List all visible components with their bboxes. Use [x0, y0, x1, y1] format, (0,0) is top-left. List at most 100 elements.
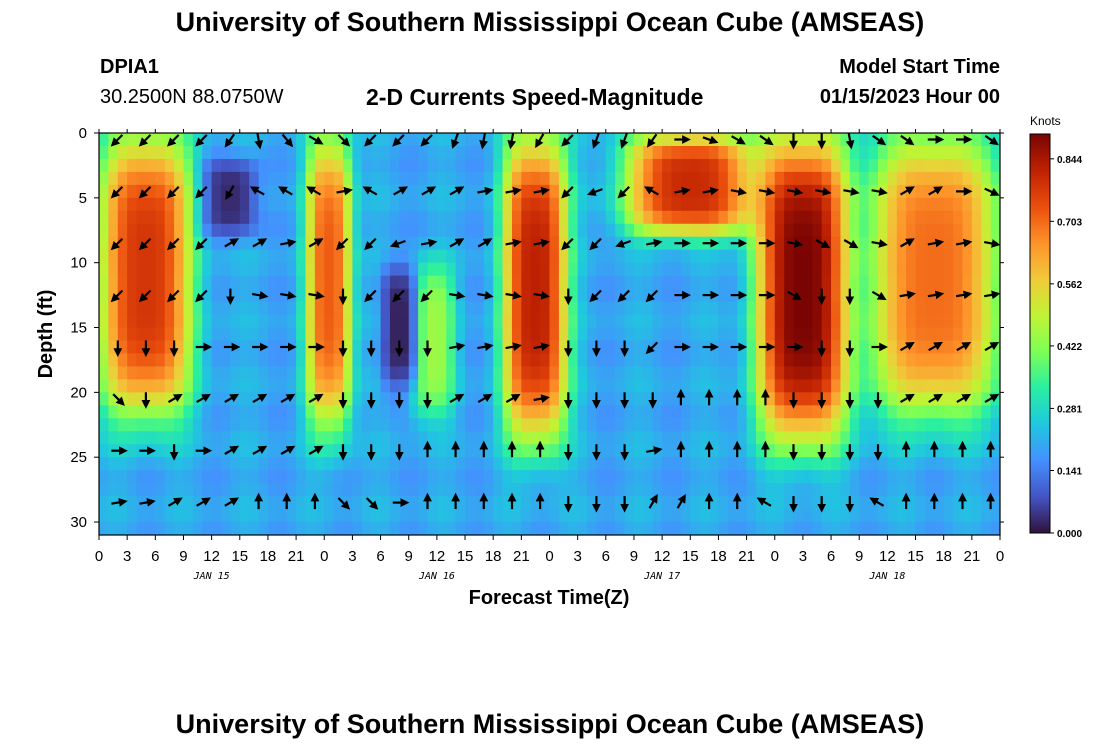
heatmap-cell [511, 379, 522, 393]
heatmap-cell [267, 392, 278, 406]
heatmap-cell [981, 145, 992, 160]
heatmap-cell [127, 197, 138, 212]
current-vector-arrow [843, 187, 860, 196]
heatmap-cell [549, 197, 560, 212]
heatmap-cell [859, 184, 870, 199]
heatmap-cell [221, 353, 231, 368]
heatmap-cell [540, 418, 551, 432]
heatmap-cell [549, 353, 560, 368]
heatmap-cell [699, 496, 710, 510]
heatmap-cell [624, 314, 635, 329]
heatmap-cell [389, 457, 400, 471]
heatmap-cell [145, 431, 156, 445]
heatmap-cell [887, 145, 898, 160]
heatmap-cell [943, 483, 954, 497]
heatmap-cell [662, 158, 673, 173]
heatmap-cell [474, 405, 485, 419]
heatmap-cell [136, 197, 147, 212]
heatmap-cell [371, 444, 382, 458]
x-tick-label: 18 [710, 548, 727, 565]
heatmap-cell [737, 522, 748, 535]
heatmap-cell [577, 405, 588, 419]
heatmap-cell [840, 288, 851, 303]
heatmap-cell [418, 145, 429, 160]
heatmap-cell [596, 158, 607, 173]
heatmap-cell [746, 444, 757, 458]
heatmap-cell [831, 418, 842, 432]
heatmap-cell [849, 470, 860, 484]
heatmap-cell [155, 275, 166, 290]
x-tick-label: 6 [151, 548, 159, 565]
heatmap-cell [127, 301, 138, 316]
heatmap-cell [192, 496, 203, 510]
current-vector-arrow [196, 497, 211, 507]
heatmap-cell [680, 522, 691, 535]
heatmap-cell [577, 340, 588, 355]
heatmap-cell [971, 353, 982, 368]
heatmap-cell [962, 210, 973, 225]
heatmap-cell [549, 340, 560, 355]
heatmap-cell [549, 314, 560, 329]
heatmap-cell [117, 171, 128, 186]
heatmap-cell [127, 418, 138, 432]
heatmap-cell [521, 236, 532, 251]
heatmap-cell [305, 379, 316, 393]
heatmap-cell [943, 262, 954, 277]
heatmap-cell [465, 158, 476, 173]
heatmap-cell [296, 327, 307, 342]
heatmap-cell [108, 379, 119, 393]
heatmap-cell [286, 275, 297, 290]
heatmap-cell [324, 392, 335, 406]
heatmap-cell [709, 353, 720, 368]
heatmap-cell [877, 158, 888, 173]
heatmap-cell [896, 184, 907, 199]
heatmap-cell [305, 145, 316, 160]
heatmap-cell [408, 288, 419, 303]
heatmap-cell [774, 171, 785, 186]
heatmap-cell [427, 366, 438, 380]
heatmap-cell [399, 366, 410, 380]
heatmap-cell [821, 444, 832, 458]
heatmap-cell [389, 223, 400, 238]
heatmap-cell [577, 496, 588, 510]
heatmap-cell [145, 418, 156, 432]
heatmap-cell [624, 392, 635, 406]
heatmap-cell [549, 405, 560, 419]
heatmap-cell [211, 509, 222, 523]
heatmap-cell [568, 405, 579, 419]
heatmap-cell [802, 223, 813, 238]
heatmap-cell [418, 509, 429, 523]
heatmap-cell [680, 496, 691, 510]
heatmap-cell [784, 158, 795, 173]
heatmap-cell [859, 171, 870, 186]
heatmap-cell [352, 483, 363, 497]
heatmap-cell [549, 301, 560, 316]
heatmap-cell [389, 262, 400, 277]
heatmap-cell [155, 223, 166, 238]
heatmap-cell [558, 158, 569, 173]
heatmap-cell [221, 392, 231, 406]
heatmap-cell [361, 522, 372, 535]
heatmap-cell [211, 483, 222, 497]
heatmap-cell [568, 145, 579, 160]
heatmap-cell [540, 145, 551, 160]
heatmap-cell [737, 470, 748, 484]
heatmap-cell [192, 275, 203, 290]
heatmap-cell [399, 509, 410, 523]
heatmap-cell [258, 509, 269, 523]
heatmap-cell [465, 366, 476, 380]
heatmap-cell [577, 158, 588, 173]
heatmap-cell [587, 210, 598, 225]
heatmap-cell [343, 431, 354, 445]
heatmap-cell [662, 223, 673, 238]
heatmap-cell [887, 288, 898, 303]
heatmap-cell [840, 392, 851, 406]
current-vector-arrow [984, 341, 1000, 352]
heatmap-cell [249, 314, 260, 329]
heatmap-cell [849, 145, 860, 160]
heatmap-cell [624, 405, 635, 419]
heatmap-cell [418, 353, 429, 368]
heatmap-cell [408, 197, 419, 212]
heatmap-cell [521, 223, 532, 238]
heatmap-cell [821, 392, 832, 406]
